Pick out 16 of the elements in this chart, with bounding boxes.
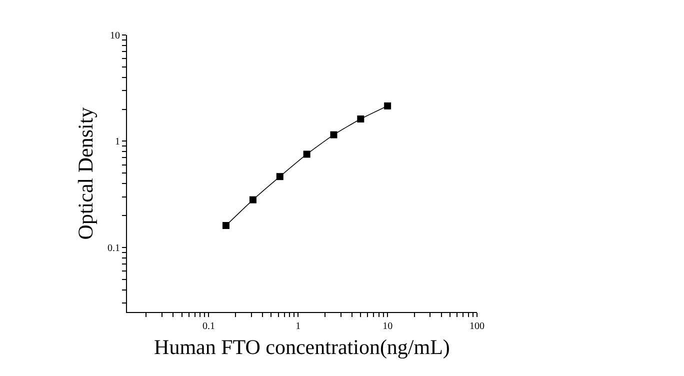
- point: [249, 196, 256, 204]
- x-tick-label: 100: [470, 321, 484, 332]
- x-tick-label: 0.1: [202, 321, 215, 332]
- y-axis-title: Optical Density: [74, 106, 98, 240]
- point: [384, 102, 392, 110]
- x-axis-title: Human FTO concentration(ng/mL): [154, 335, 450, 360]
- x-tick-label: 10: [382, 321, 393, 332]
- point: [357, 115, 364, 122]
- y-tick-label: 10: [110, 30, 120, 42]
- point: [222, 222, 230, 230]
- point: [303, 150, 310, 158]
- point: [276, 173, 284, 180]
- y-tick-label: 1: [115, 136, 120, 148]
- point: [330, 131, 338, 138]
- y-tick-label: 0.1: [108, 242, 120, 254]
- x-tick-label: 1: [296, 321, 301, 332]
